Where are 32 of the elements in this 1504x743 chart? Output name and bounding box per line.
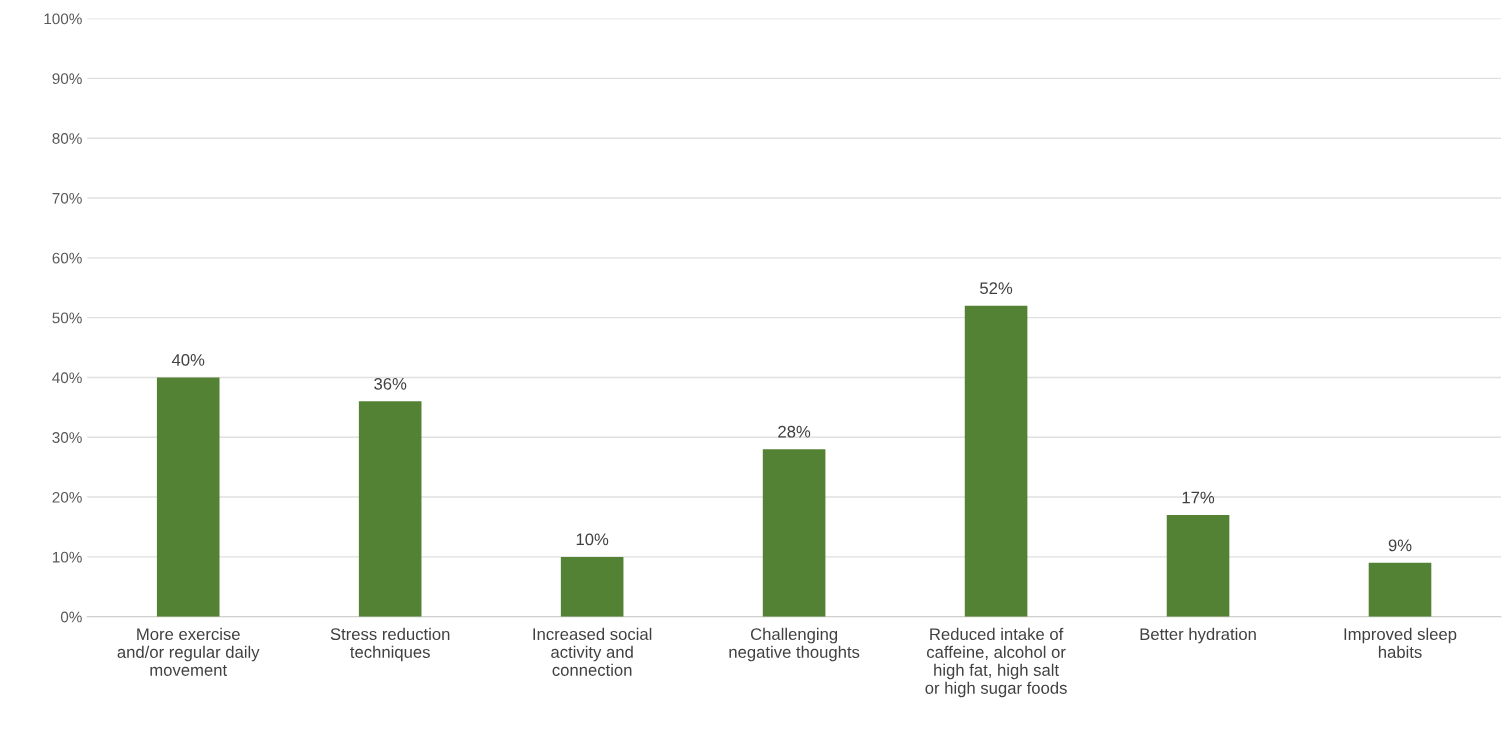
bar bbox=[1166, 515, 1230, 617]
bar bbox=[156, 377, 220, 617]
data-label: 9% bbox=[1388, 539, 1412, 552]
y-tick-label: 30% bbox=[52, 432, 82, 443]
y-tick-label: 50% bbox=[52, 312, 82, 324]
x-tick-label: Reduced intake of caffeine, alcohol or high fat, high salt or high sugar foods bbox=[925, 627, 1067, 698]
data-label: 17% bbox=[1182, 491, 1215, 504]
data-label: 36% bbox=[374, 377, 407, 390]
bar bbox=[762, 449, 826, 617]
y-tick-label: 90% bbox=[52, 73, 82, 85]
bar bbox=[358, 401, 422, 617]
y-tick-label: 60% bbox=[52, 252, 82, 264]
bar bbox=[560, 556, 624, 617]
x-tick-label: More exercise and/or regular daily movement bbox=[117, 627, 260, 676]
x-tick-label: Stress reduction techniques bbox=[330, 627, 450, 662]
data-label: 10% bbox=[576, 533, 609, 546]
bar bbox=[964, 305, 1028, 617]
data-label: 28% bbox=[778, 425, 811, 438]
x-tick-label: Improved sleep habits bbox=[1344, 627, 1457, 658]
y-tick-label: 10% bbox=[52, 551, 82, 563]
bar bbox=[1368, 562, 1432, 617]
y-tick-label: 40% bbox=[52, 372, 82, 384]
y-tick-label: 70% bbox=[52, 192, 82, 204]
data-label: 52% bbox=[980, 282, 1013, 295]
data-label: 40% bbox=[171, 354, 205, 366]
x-tick-label: Increased social activity and connection bbox=[533, 627, 652, 676]
y-tick-label: 80% bbox=[52, 133, 82, 144]
y-tick-label: 0% bbox=[60, 611, 82, 623]
x-tick-label: Better hydration bbox=[1140, 627, 1256, 644]
x-tick-label: Challenging negative thoughts bbox=[729, 627, 860, 662]
y-tick-label: 100% bbox=[44, 13, 82, 25]
y-tick-label: 20% bbox=[52, 491, 82, 503]
